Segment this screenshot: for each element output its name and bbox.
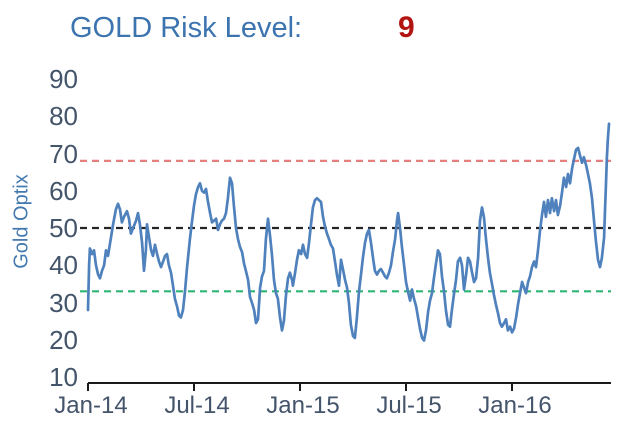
y-tick-label: 20	[49, 324, 78, 355]
y-tick-label: 10	[49, 362, 78, 392]
y-tick-label: 60	[49, 175, 78, 206]
x-tick-label: Jan-15	[266, 392, 340, 419]
y-tick-label: 80	[49, 101, 78, 132]
y-tick-label: 50	[49, 213, 78, 243]
x-tick-label: Jan-16	[478, 392, 552, 419]
y-tick-label: 90	[49, 64, 78, 94]
x-tick-label: Jul-14	[164, 392, 230, 419]
series-line-gold-optix	[86, 122, 611, 342]
y-tick-label: 40	[49, 250, 78, 281]
y-tick-label: 30	[49, 287, 78, 318]
risk-level-value: 9	[398, 11, 415, 44]
x-tick-label: Jan-14	[54, 392, 128, 419]
page-title: GOLD Risk Level:	[70, 12, 303, 44]
y-tick-label: 70	[49, 138, 78, 169]
x-tick-label: Jul-15	[376, 392, 442, 419]
